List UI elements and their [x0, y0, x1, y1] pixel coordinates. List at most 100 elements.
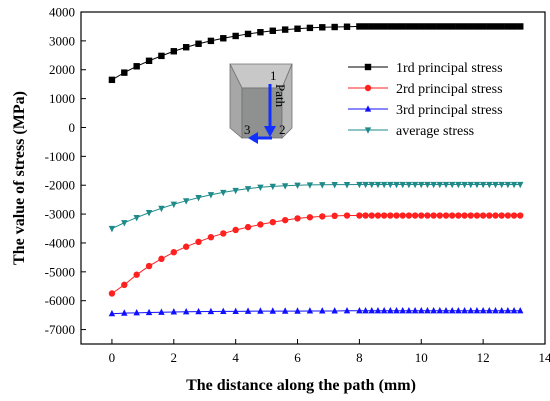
- data-point: [479, 23, 487, 30]
- data-point: [207, 307, 215, 315]
- data-point: [504, 23, 512, 30]
- data-point: [145, 262, 153, 270]
- legend-marker: [364, 63, 372, 71]
- data-point: [368, 181, 375, 189]
- data-point: [418, 181, 425, 189]
- data-point: [269, 27, 276, 34]
- data-point: [220, 35, 227, 42]
- data-point: [492, 23, 499, 30]
- series-2: [108, 212, 524, 297]
- data-point: [387, 23, 394, 30]
- data-point: [158, 255, 165, 263]
- y-tick-label: -3000: [45, 207, 75, 222]
- data-point: [461, 212, 468, 219]
- data-point: [121, 281, 128, 289]
- data-point: [319, 307, 326, 314]
- data-point: [467, 212, 474, 219]
- y-tick-label: 2000: [49, 62, 75, 77]
- legend-label: 1rd principal stress: [396, 61, 503, 76]
- data-point: [492, 307, 499, 314]
- data-point: [257, 307, 264, 314]
- data-point: [269, 307, 276, 314]
- data-point: [405, 307, 413, 314]
- data-point: [442, 307, 450, 314]
- x-tick-label: 4: [232, 350, 239, 365]
- data-point: [486, 307, 493, 314]
- y-tick-label: -5000: [45, 264, 75, 279]
- data-point: [387, 212, 394, 219]
- data-point: [182, 198, 190, 205]
- data-point: [374, 212, 382, 219]
- data-point: [436, 307, 444, 314]
- data-point: [343, 212, 351, 219]
- data-point: [182, 44, 190, 51]
- data-point: [411, 181, 419, 189]
- data-point: [362, 181, 369, 189]
- x-tick-label: 12: [477, 350, 490, 365]
- inset-block-right-face: [281, 63, 293, 139]
- data-point: [207, 233, 215, 241]
- data-point: [405, 212, 413, 219]
- data-point: [449, 23, 456, 30]
- data-point: [145, 308, 153, 316]
- y-tick-label: -2000: [45, 178, 75, 193]
- legend-label: 2rd principal stress: [396, 82, 503, 97]
- data-point: [121, 309, 128, 316]
- inset-point-3: 3: [244, 122, 251, 137]
- data-point: [473, 181, 481, 189]
- data-point: [498, 212, 505, 219]
- data-point: [455, 181, 462, 189]
- data-point: [498, 181, 505, 189]
- data-point: [387, 307, 394, 314]
- data-point: [498, 307, 505, 314]
- data-point: [170, 308, 177, 315]
- data-point: [436, 23, 444, 30]
- x-tick-label: 8: [356, 350, 363, 365]
- data-point: [510, 212, 518, 219]
- data-point: [399, 212, 406, 219]
- data-series: [108, 23, 524, 317]
- inset-path-arrowhead: [264, 126, 276, 137]
- data-point: [405, 23, 413, 30]
- data-point: [195, 195, 202, 202]
- data-point: [244, 307, 252, 314]
- data-point: [182, 308, 190, 315]
- x-tick-label: 14: [539, 350, 550, 365]
- data-point: [158, 52, 165, 60]
- data-point: [170, 201, 177, 209]
- data-point: [430, 23, 437, 30]
- data-point: [380, 181, 388, 189]
- data-point: [257, 221, 264, 228]
- data-point: [232, 32, 239, 40]
- data-point: [108, 309, 116, 317]
- data-point: [418, 307, 425, 314]
- data-point: [220, 230, 227, 237]
- x-tick-label: 0: [109, 350, 116, 365]
- data-point: [449, 212, 456, 219]
- data-point: [399, 307, 406, 314]
- plot-frame: [80, 11, 546, 345]
- data-point: [510, 23, 518, 30]
- data-point: [436, 181, 444, 189]
- data-point: [244, 186, 252, 193]
- data-point: [356, 212, 363, 219]
- data-point: [306, 182, 314, 189]
- x-tick-label: 2: [171, 350, 178, 365]
- data-point: [517, 212, 524, 219]
- data-point: [306, 214, 314, 221]
- data-point: [442, 23, 450, 30]
- data-point: [145, 57, 153, 64]
- data-point: [430, 212, 437, 219]
- series-1: [108, 23, 524, 84]
- data-point: [442, 212, 450, 219]
- data-point: [467, 181, 474, 189]
- inset-point-1: 1: [270, 68, 277, 83]
- data-point: [182, 243, 190, 250]
- data-point: [418, 23, 425, 30]
- data-point: [368, 212, 375, 219]
- data-point: [510, 307, 518, 314]
- data-point: [319, 213, 326, 220]
- data-point: [486, 181, 493, 189]
- data-point: [220, 189, 227, 197]
- data-point: [294, 307, 301, 314]
